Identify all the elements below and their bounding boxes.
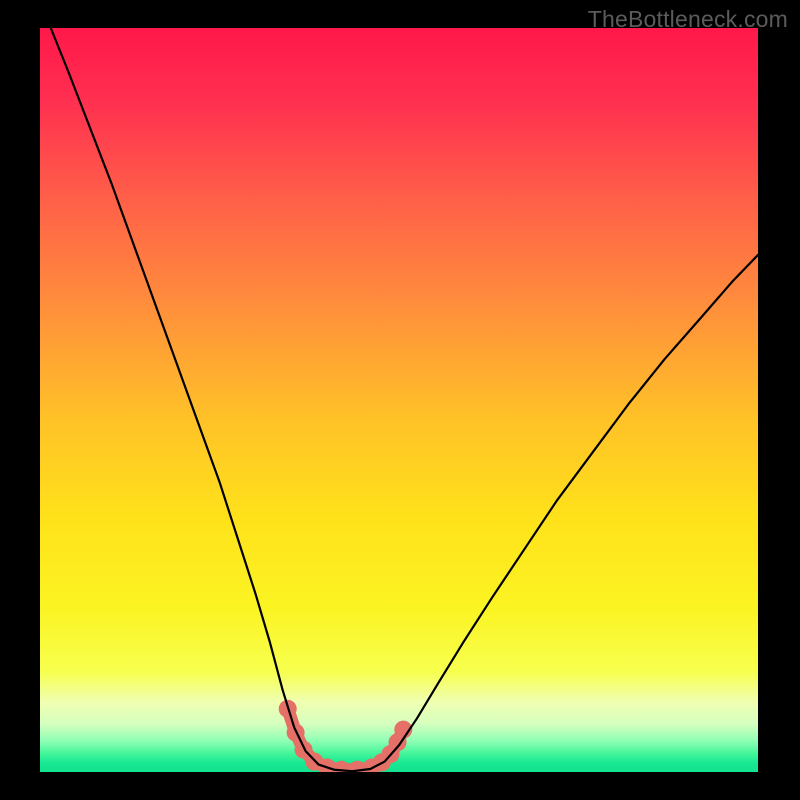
chart-canvas: TheBottleneck.com (0, 0, 800, 800)
gradient-plot-area (40, 28, 758, 772)
bottleneck-curve-chart (0, 0, 800, 800)
